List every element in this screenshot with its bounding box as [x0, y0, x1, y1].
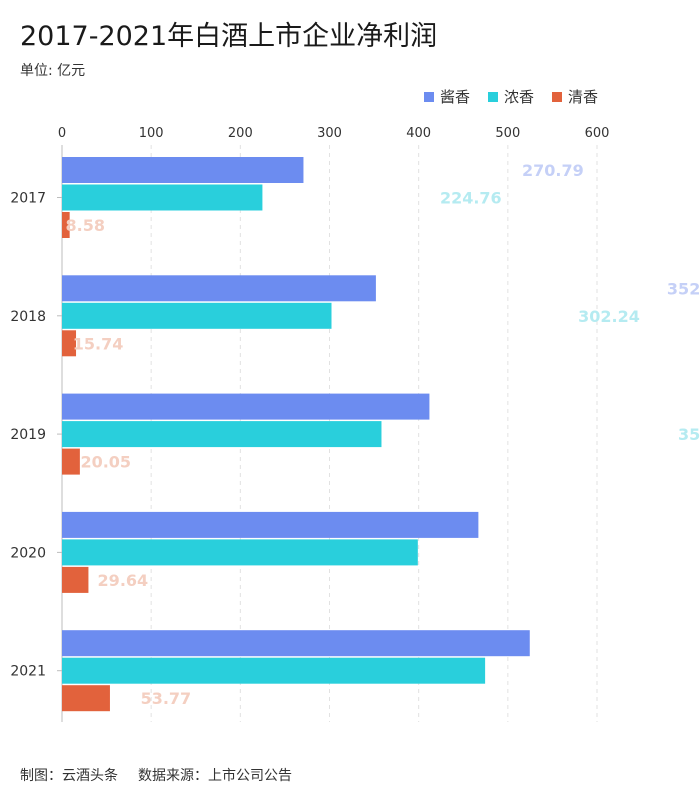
bar — [62, 302, 332, 329]
data-label: 20.05 — [80, 453, 131, 472]
x-tick-label: 400 — [406, 126, 431, 141]
category-label: 2020 — [10, 545, 46, 561]
bar — [62, 448, 80, 475]
data-label: 29.64 — [98, 571, 149, 590]
data-label: 352.04 — [667, 279, 700, 298]
data-label: 8.58 — [66, 216, 105, 235]
category-label: 2018 — [10, 309, 46, 325]
bar — [62, 566, 89, 593]
footer-source: 数据来源：上市公司公告 — [138, 768, 292, 784]
legend-item-qingxiang: 清香 — [552, 86, 598, 107]
x-tick-label: 600 — [585, 126, 610, 141]
x-tick-label: 0 — [58, 126, 66, 141]
legend-swatch-jiangxiang — [424, 91, 434, 102]
legend-label-jiangxiang: 酱香 — [440, 88, 471, 106]
category-label: 2017 — [10, 191, 46, 207]
data-label: 302.24 — [578, 307, 640, 326]
bar — [62, 330, 77, 357]
bar — [62, 539, 418, 566]
data-label: 270.79 — [522, 161, 584, 180]
bar — [62, 657, 486, 684]
data-label: 224.76 — [440, 189, 502, 208]
legend-swatch-nongxiang — [488, 91, 499, 102]
legend-swatch-qingxiang — [552, 91, 563, 102]
unit-label: 单位: 亿元 — [20, 63, 86, 79]
footer-credit: 制图：云酒头条 — [20, 768, 118, 784]
legend-label-nongxiang: 浓香 — [504, 88, 535, 106]
legend-item-jiangxiang: 酱香 — [424, 86, 470, 107]
legend-label-qingxiang: 清香 — [568, 88, 599, 106]
category-label: 2019 — [10, 427, 46, 443]
bar — [62, 630, 530, 657]
bar — [62, 157, 304, 183]
footer: 制图：云酒头条 数据来源：上市公司公告 — [20, 765, 292, 785]
bar — [62, 275, 376, 302]
legend: 酱香 浓香 清香 — [424, 86, 598, 107]
x-tick-label: 500 — [495, 126, 520, 141]
x-tick-label: 300 — [317, 126, 342, 141]
bar — [62, 212, 70, 238]
x-tick-label: 100 — [139, 126, 164, 141]
data-label: 15.74 — [73, 334, 124, 353]
data-label: 53.77 — [141, 689, 192, 708]
bar — [62, 393, 430, 420]
chart-title: 2017-2021年白酒上市企业净利润 — [20, 21, 438, 52]
data-label: 358.28 — [678, 425, 700, 444]
bar — [62, 184, 263, 211]
bar — [62, 511, 479, 538]
x-tick-label: 200 — [228, 126, 253, 141]
bar — [62, 421, 382, 448]
category-label: 2021 — [10, 664, 46, 680]
legend-item-nongxiang: 浓香 — [488, 86, 534, 107]
bar — [62, 685, 110, 712]
